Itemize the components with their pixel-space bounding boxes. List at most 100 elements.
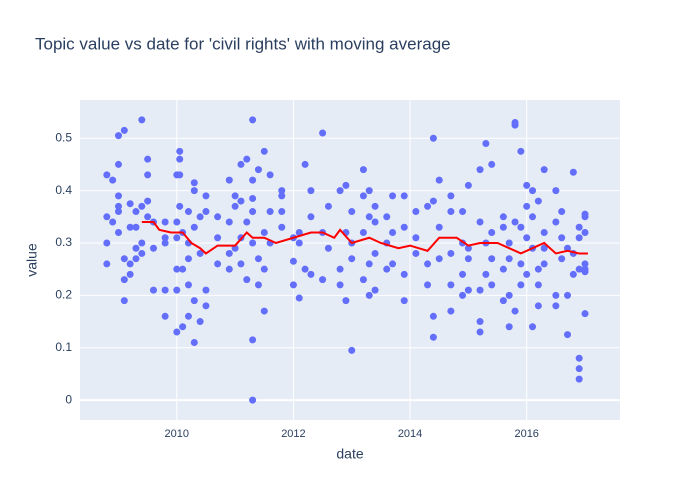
scatter-point — [260, 265, 268, 273]
scatter-point — [202, 302, 210, 310]
scatter-point — [138, 239, 146, 247]
scatter-point — [336, 187, 344, 195]
scatter-point — [249, 239, 257, 247]
scatter-point — [126, 270, 134, 278]
scatter-point — [295, 239, 303, 247]
scatter-point — [196, 249, 204, 257]
scatter-point — [342, 297, 350, 305]
scatter-point — [517, 147, 525, 155]
scatter-point — [173, 265, 181, 273]
scatter-point — [120, 255, 128, 263]
scatter-point — [581, 310, 589, 318]
scatter-point — [365, 260, 373, 268]
scatter-point — [365, 213, 373, 221]
scatter-point — [144, 197, 152, 205]
scatter-point — [184, 312, 192, 320]
scatter-point — [552, 302, 560, 310]
scatter-point — [365, 187, 373, 195]
scatter-point — [114, 229, 122, 237]
scatter-point — [307, 187, 315, 195]
scatter-point — [184, 208, 192, 216]
y-tick-label: 0.3 — [55, 235, 72, 249]
scatter-point — [429, 333, 437, 341]
scatter-point — [412, 234, 420, 242]
x-tick-label: 2010 — [165, 428, 189, 440]
scatter-point — [575, 365, 583, 373]
scatter-point — [190, 187, 198, 195]
scatter-point — [348, 346, 356, 354]
scatter-point — [266, 171, 274, 179]
scatter-point — [249, 176, 257, 184]
scatter-point — [517, 223, 525, 231]
scatter-point — [558, 208, 566, 216]
scatter-point — [348, 255, 356, 263]
scatter-point — [564, 244, 572, 252]
scatter-point — [534, 302, 542, 310]
scatter-point — [476, 318, 484, 326]
scatter-point — [400, 192, 408, 200]
scatter-point — [499, 213, 507, 221]
y-axis-label: value — [24, 243, 40, 277]
scatter-point — [424, 260, 432, 268]
scatter-point — [534, 197, 542, 205]
scatter-point — [179, 265, 187, 273]
scatter-point — [371, 202, 379, 210]
x-axis-label: date — [336, 446, 363, 462]
scatter-point — [464, 181, 472, 189]
scatter-point — [429, 197, 437, 205]
scatter-point — [249, 336, 257, 344]
scatter-point — [319, 276, 327, 284]
scatter-point — [389, 260, 397, 268]
scatter-point — [400, 270, 408, 278]
scatter-point — [359, 166, 367, 174]
scatter-point — [400, 297, 408, 305]
scatter-point — [400, 223, 408, 231]
scatter-point — [161, 234, 169, 242]
scatter-point — [552, 187, 560, 195]
scatter-point — [476, 218, 484, 226]
scatter-point — [114, 132, 122, 140]
scatter-point — [511, 218, 519, 226]
scatter-point — [371, 249, 379, 257]
scatter-point — [114, 160, 122, 168]
scatter-point — [534, 265, 542, 273]
scatter-point — [336, 265, 344, 273]
scatter-point — [482, 139, 490, 147]
scatter-point — [132, 223, 140, 231]
scatter-point — [126, 260, 134, 268]
scatter-point — [575, 375, 583, 383]
scatter-point — [447, 281, 455, 289]
scatter-point — [176, 155, 184, 163]
scatter-point — [505, 255, 513, 263]
scatter-point — [529, 187, 537, 195]
scatter-point — [301, 265, 309, 273]
scatter-point — [202, 286, 210, 294]
scatter-point — [424, 281, 432, 289]
scatter-point — [202, 208, 210, 216]
scatter-point — [447, 208, 455, 216]
scatter-point — [214, 234, 222, 242]
scatter-point — [144, 213, 152, 221]
scatter-point — [523, 270, 531, 278]
scatter-point — [552, 218, 560, 226]
scatter-point — [266, 208, 274, 216]
scatter-point — [173, 234, 181, 242]
scatter-point — [429, 134, 437, 142]
scatter-point — [459, 270, 467, 278]
scatter-point — [126, 223, 134, 231]
scatter-point — [196, 213, 204, 221]
scatter-point — [190, 223, 198, 231]
scatter-point — [505, 323, 513, 331]
scatter-point — [231, 192, 239, 200]
scatter-point — [575, 265, 583, 273]
chart-title: Topic value vs date for 'civil rights' w… — [35, 34, 451, 53]
scatter-point — [138, 249, 146, 257]
scatter-point — [109, 218, 117, 226]
scatter-point — [103, 260, 111, 268]
y-tick-label: 0.2 — [55, 288, 72, 302]
x-tick-label: 2016 — [514, 428, 538, 440]
scatter-point — [383, 213, 391, 221]
scatter-point — [511, 119, 519, 127]
scatter-point — [499, 265, 507, 273]
scatter-point — [342, 181, 350, 189]
